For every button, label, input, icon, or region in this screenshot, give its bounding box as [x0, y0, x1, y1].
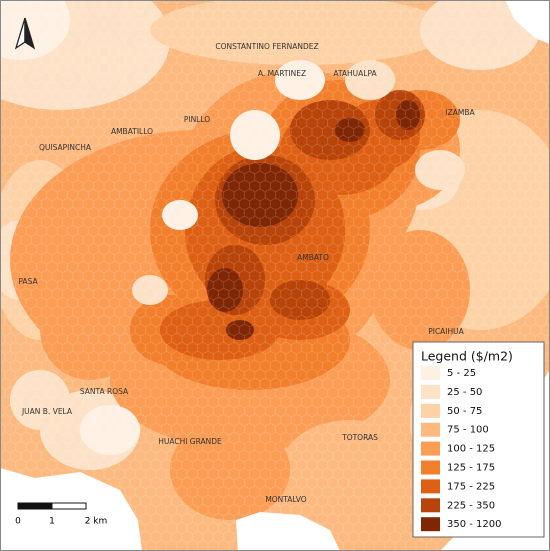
- place-label: PASA: [18, 277, 38, 286]
- legend-swatch: [421, 366, 440, 380]
- place-label: MONTALVO: [265, 495, 306, 504]
- place-label: PICAIHUA: [428, 327, 464, 336]
- legend-swatch: [421, 479, 440, 494]
- place-label: A. MARTINEZ: [258, 69, 306, 78]
- place-label: AMBATO: [297, 253, 329, 262]
- legend-swatch: [421, 403, 440, 418]
- legend-label: 225 - 350: [447, 500, 495, 511]
- legend-label: 50 - 75: [447, 406, 482, 417]
- legend-swatch: [421, 384, 440, 399]
- legend-title: Legend ($/m2): [421, 349, 513, 364]
- legend-label: 100 - 125: [447, 444, 495, 455]
- place-label: AMBATILLO: [111, 127, 153, 136]
- outside-area: [236, 512, 340, 551]
- place-label: CONSTANTINO FERNANDEZ: [215, 42, 318, 51]
- scale-label: 1: [49, 517, 55, 527]
- place-label: HUACHI GRANDE: [158, 437, 222, 446]
- legend-label: 75 - 100: [447, 425, 489, 436]
- place-label: ATAHUALPA: [333, 69, 377, 78]
- place-label: TOTORAS: [341, 433, 378, 442]
- legend: Legend ($/m2) 5 - 25 25 - 50 50 - 75 75 - 1…: [412, 341, 545, 538]
- legend-swatch: [421, 441, 440, 456]
- legend-swatch: [421, 460, 440, 475]
- legend-label: 175 - 225: [447, 481, 495, 492]
- legend-swatch: [421, 517, 440, 532]
- place-label: IZAMBA: [445, 108, 475, 117]
- place-label: JUAN B. VELA: [21, 407, 73, 416]
- place-label: QUISAPINCHA: [39, 143, 92, 152]
- scale-bar: 0 1 2 km: [8, 496, 116, 534]
- legend-label: 25 - 50: [447, 387, 482, 398]
- place-label: SANTA ROSA: [80, 387, 129, 396]
- legend-label: 125 - 175: [447, 463, 495, 474]
- legend-label: 5 - 25: [447, 368, 476, 379]
- legend-swatch: [421, 498, 440, 513]
- place-label: PINLLO: [184, 115, 210, 124]
- place-labels: CONSTANTINO FERNANDEZ A. MARTINEZ ATAHUALP…: [18, 42, 475, 504]
- legend-label: 350 - 1200: [447, 519, 502, 530]
- legend-swatch: [421, 422, 440, 437]
- scale-label: 2 km: [85, 517, 108, 527]
- scale-label: 0: [15, 517, 21, 527]
- north-arrow: [14, 17, 36, 50]
- outside-area: [505, 0, 550, 44]
